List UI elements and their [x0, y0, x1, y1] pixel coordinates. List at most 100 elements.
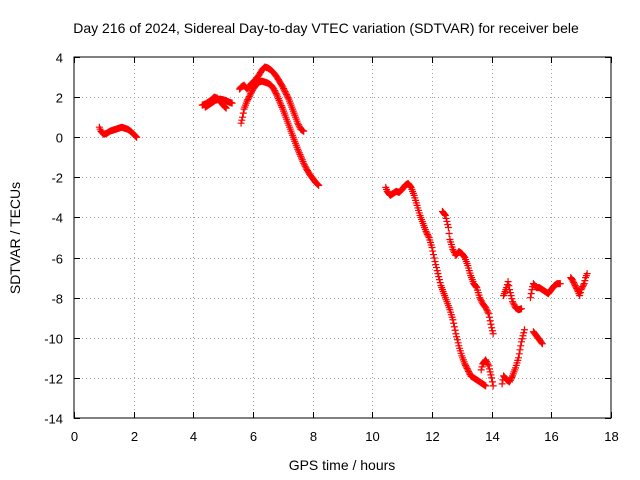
data-point [538, 339, 546, 347]
data-point [280, 85, 288, 93]
data-point [570, 280, 578, 288]
data-point [132, 132, 140, 140]
data-point [484, 308, 492, 316]
data-point [503, 281, 511, 289]
x-tick-label: 0 [71, 429, 78, 444]
data-point [505, 282, 513, 290]
data-point [518, 338, 525, 346]
data-point [571, 282, 579, 290]
data-point [463, 364, 471, 372]
data-point [583, 270, 591, 278]
y-tick-label: 4 [56, 51, 63, 66]
data-point [526, 294, 534, 302]
data-point [444, 220, 452, 228]
data-point [453, 333, 461, 341]
y-axis-label: SDTVAR / TECUs [7, 182, 23, 294]
data-point [580, 280, 588, 288]
data-point [424, 230, 432, 238]
data-point [428, 244, 436, 252]
x-tick-labels: 0 2 4 6 8 10 12 14 16 18 [71, 429, 619, 444]
data-point [462, 361, 470, 369]
data-point [283, 91, 291, 99]
data-point [442, 214, 450, 222]
data-point [431, 258, 439, 266]
data-point [577, 286, 585, 294]
data-point [482, 305, 490, 313]
data-point [314, 181, 322, 189]
x-tick-label: 2 [131, 429, 138, 444]
data-point [301, 162, 309, 170]
data-point [282, 89, 290, 97]
data-point [435, 273, 443, 281]
data-point [300, 161, 308, 169]
data-point [488, 378, 496, 386]
data-point [477, 366, 485, 374]
data-point [510, 301, 518, 309]
data-point [570, 279, 578, 287]
series-arc-8 [477, 356, 497, 390]
data-point [444, 223, 452, 231]
series-arc-10 [500, 278, 525, 314]
data-point [435, 276, 443, 284]
y-tick-label: 2 [56, 91, 63, 106]
data-point [519, 332, 527, 340]
data-point [506, 376, 514, 384]
data-point [485, 310, 493, 318]
data-point [281, 88, 289, 96]
data-point [572, 283, 580, 291]
y-tick-label: -4 [51, 211, 63, 226]
data-point [294, 119, 302, 127]
series-arc-13 [567, 270, 591, 300]
x-tick-label: 18 [604, 429, 618, 444]
data-point [520, 329, 528, 337]
series-arc-6 [382, 179, 490, 390]
data-point [424, 232, 432, 240]
x-tick-label: 16 [544, 429, 558, 444]
data-point [556, 280, 564, 288]
data-point [487, 320, 495, 328]
data-point [450, 323, 458, 331]
x-tick-label: 4 [190, 429, 197, 444]
data-point [245, 93, 253, 101]
data-point [488, 374, 496, 382]
series-arc-3 [201, 95, 236, 111]
data-point [454, 339, 462, 347]
axis-ticks [74, 57, 612, 419]
data-point [239, 109, 247, 117]
series-arc-9 [498, 326, 528, 388]
data-point [486, 368, 494, 376]
data-point [508, 295, 516, 303]
data-point [315, 181, 323, 189]
grid [74, 57, 611, 418]
data-point [488, 324, 496, 332]
data-point [515, 354, 523, 362]
data-point [244, 96, 252, 104]
data-point [441, 210, 449, 218]
data-point [489, 382, 497, 390]
data-point [453, 336, 461, 344]
data-point [272, 90, 280, 98]
data-point [477, 297, 485, 305]
data-point [568, 276, 576, 284]
data-point [300, 159, 308, 167]
data-point [579, 283, 587, 291]
data-point [432, 264, 440, 272]
data-point [509, 299, 517, 307]
data-point [482, 356, 490, 364]
data-point [476, 294, 484, 302]
data-point [504, 278, 512, 286]
data-point [237, 119, 245, 127]
data-point [520, 326, 528, 334]
data-point [313, 180, 321, 188]
data-point [246, 91, 254, 99]
data-point [433, 267, 441, 275]
data-point [228, 99, 236, 107]
data-point [239, 113, 247, 121]
data-point [300, 127, 308, 135]
data-point [294, 121, 302, 129]
data-point [489, 330, 497, 338]
data-point [517, 342, 525, 350]
data-point [528, 286, 536, 294]
x-tick-label: 10 [365, 429, 379, 444]
data-point [478, 363, 486, 371]
